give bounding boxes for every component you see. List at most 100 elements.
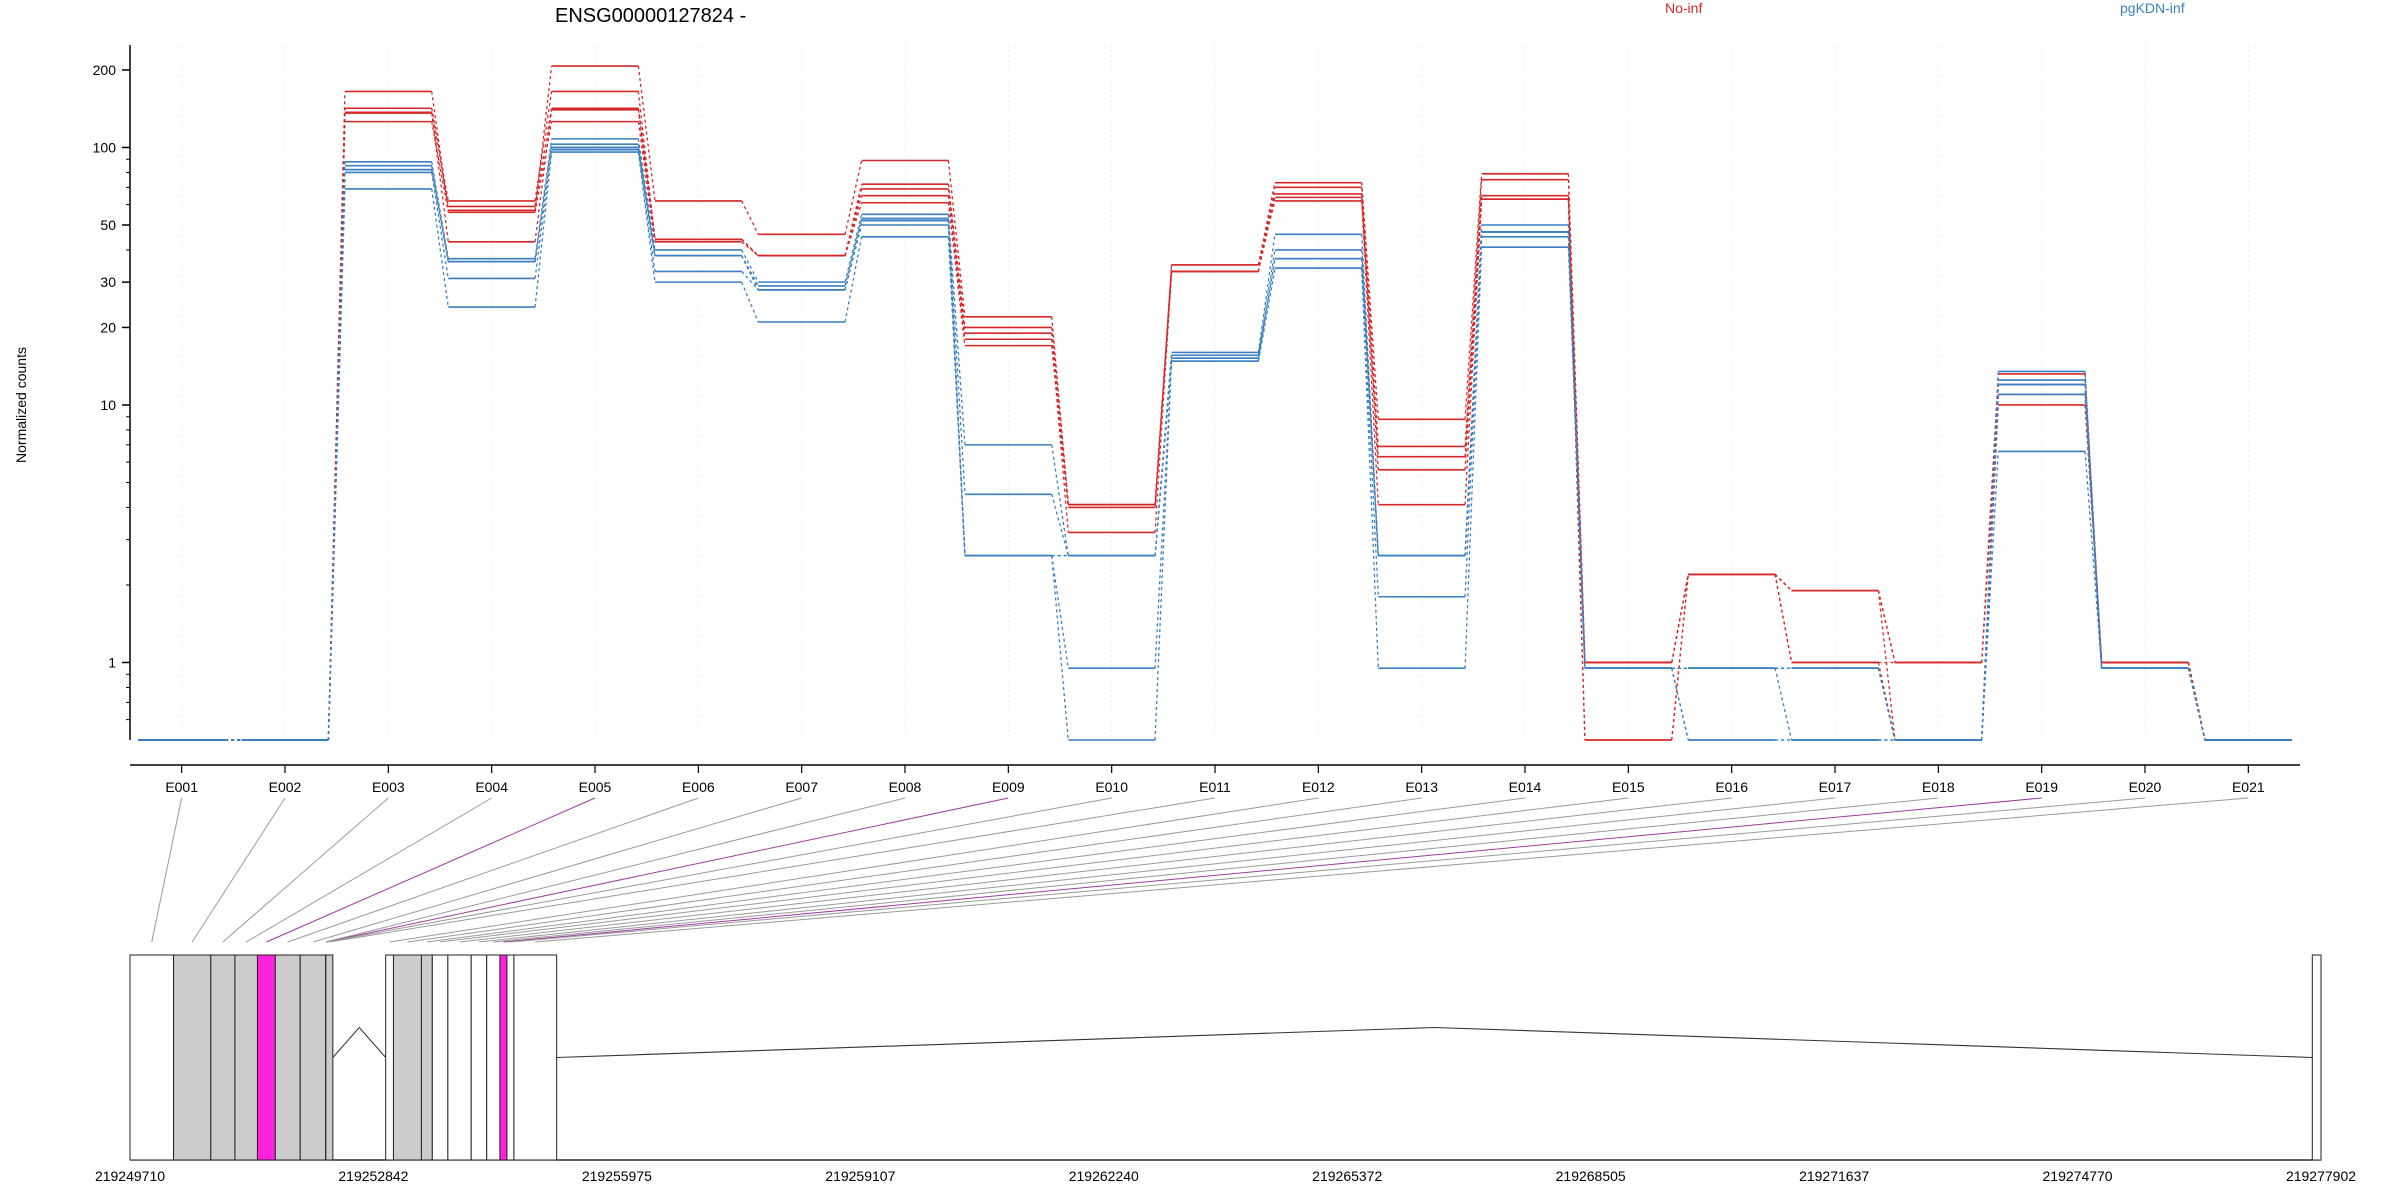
series-connector bbox=[1981, 394, 1999, 663]
intron bbox=[556, 1026, 2313, 1059]
series-connector bbox=[741, 200, 759, 235]
series-connector bbox=[1464, 199, 1483, 505]
exon-connector bbox=[325, 797, 1009, 943]
series-connector bbox=[741, 238, 759, 257]
genomic-tick-label: 219252842 bbox=[338, 1168, 408, 1184]
series-connector bbox=[741, 255, 759, 291]
gene-model-track: 219249710 219252842 219255975 219259107 2192… bbox=[95, 954, 2356, 1184]
x-tick-label: E016 bbox=[1715, 779, 1748, 795]
series-connector bbox=[1361, 200, 1379, 505]
x-tick-label: E011 bbox=[1199, 779, 1231, 795]
exon-connector bbox=[325, 797, 1112, 943]
genomic-tick-label: 219262240 bbox=[1069, 1168, 1139, 1184]
x-tick-label: E014 bbox=[1509, 779, 1542, 795]
series-connector bbox=[637, 121, 656, 242]
exon-box bbox=[470, 954, 488, 1161]
y-tick-label: 10 bbox=[100, 397, 116, 413]
series-connector bbox=[1361, 258, 1379, 556]
series-connector bbox=[637, 138, 656, 251]
series-connector bbox=[1257, 182, 1276, 266]
exon-box bbox=[129, 954, 175, 1161]
exon-box bbox=[506, 954, 515, 1161]
series-connector bbox=[1051, 494, 1069, 556]
y-tick-label: 50 bbox=[100, 217, 116, 233]
x-tick-label: E018 bbox=[1922, 779, 1955, 795]
series-connector bbox=[1981, 384, 1999, 741]
series-connector bbox=[1154, 358, 1173, 741]
series-connector bbox=[1774, 668, 1793, 741]
series-connector bbox=[947, 218, 966, 495]
exon-box bbox=[420, 954, 433, 1161]
series-connector bbox=[947, 214, 966, 445]
genomic-tick-label: 219277902 bbox=[2286, 1168, 2356, 1184]
genomic-tick-label: 219265372 bbox=[1312, 1168, 1382, 1184]
series-connector bbox=[1877, 668, 1896, 741]
x-tick-label: E006 bbox=[682, 779, 715, 795]
series-connector bbox=[1257, 268, 1276, 362]
series-connector bbox=[947, 195, 966, 340]
series-connector bbox=[534, 147, 553, 262]
x-tick-label: E017 bbox=[1819, 779, 1852, 795]
exon-connector bbox=[325, 797, 906, 943]
exon-box bbox=[486, 954, 501, 1161]
y-axis-label: Normalized counts bbox=[13, 347, 29, 463]
y-tick-label: 1 bbox=[108, 654, 116, 670]
exon-box bbox=[447, 954, 472, 1161]
series-pgKDN-inf bbox=[138, 146, 2292, 741]
series-connector bbox=[1567, 247, 1586, 669]
y-tick-label: 20 bbox=[100, 319, 116, 335]
series-connector bbox=[637, 66, 656, 202]
x-tick-label: E013 bbox=[1405, 779, 1438, 795]
series-connector bbox=[741, 271, 759, 291]
x-tick-label: E015 bbox=[1612, 779, 1645, 795]
genomic-tick-label: 219274770 bbox=[2043, 1168, 2113, 1184]
series-connector bbox=[1154, 361, 1173, 556]
x-tick-label: E003 bbox=[372, 779, 405, 795]
x-tick-label: E004 bbox=[475, 779, 508, 795]
counts-plot: 1 10 20 30 50 100 200 E001 E002 E003 E004 E005 E006 E… bbox=[93, 45, 2300, 795]
series-connector bbox=[1051, 555, 1069, 741]
legend-pgkdn-inf: pgKDN-inf bbox=[2120, 0, 2185, 16]
x-tick-label: E019 bbox=[2025, 779, 2058, 795]
series-connector bbox=[637, 147, 656, 256]
series-connector bbox=[844, 195, 863, 256]
series-connector bbox=[947, 160, 966, 317]
y-tick-label: 100 bbox=[93, 139, 117, 155]
series-connector bbox=[947, 220, 966, 556]
exon-connector bbox=[191, 797, 286, 943]
exon-connector bbox=[312, 797, 802, 943]
series-connector bbox=[741, 281, 759, 323]
series-connector bbox=[2084, 404, 2103, 663]
series-connector bbox=[1051, 345, 1069, 508]
exon-connector bbox=[503, 797, 2042, 943]
exon-box bbox=[392, 954, 422, 1161]
exon-connector bbox=[535, 797, 2249, 943]
series-connector bbox=[431, 112, 449, 207]
series-connector bbox=[844, 236, 863, 323]
exon-connector bbox=[407, 797, 1422, 943]
exon-connector bbox=[459, 797, 1732, 943]
series-connector bbox=[1774, 573, 1793, 592]
series-connector bbox=[1257, 200, 1276, 266]
series-connector bbox=[1051, 555, 1069, 669]
genomic-tick-label: 219255975 bbox=[582, 1168, 652, 1184]
series-connector bbox=[1877, 590, 1896, 741]
series-connector bbox=[1154, 264, 1173, 508]
exon-connector bbox=[329, 797, 1216, 943]
series-connector bbox=[1464, 247, 1483, 669]
series-connector bbox=[534, 91, 553, 202]
genomic-tick-label: 219268505 bbox=[1556, 1168, 1626, 1184]
x-tick-label: E012 bbox=[1302, 779, 1335, 795]
series-connector bbox=[534, 108, 553, 207]
series-connector bbox=[1464, 231, 1483, 556]
x-tick-label: E005 bbox=[579, 779, 612, 795]
series-connector bbox=[534, 109, 553, 242]
exon-connector bbox=[245, 797, 492, 943]
legend-no-inf: No-inf bbox=[1665, 0, 1702, 16]
series-connector bbox=[1361, 193, 1379, 457]
exon-connector bbox=[222, 797, 389, 943]
series-connector bbox=[1051, 444, 1069, 556]
exon-connector bbox=[493, 797, 1939, 943]
x-tick-label: E002 bbox=[269, 779, 302, 795]
exon-box bbox=[173, 954, 212, 1161]
